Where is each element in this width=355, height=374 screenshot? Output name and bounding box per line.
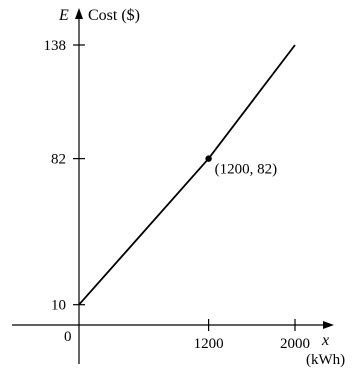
x-axis-variable: x [321,332,329,349]
data-point [205,155,212,162]
series-group: (1200, 82) [78,44,296,306]
origin-label: 0 [64,329,72,345]
x-axis-arrow [323,321,334,329]
x-axis-unit: (kWh) [306,352,345,368]
x-tick-label: 2000 [280,336,310,352]
y-axis-arrow [75,8,83,19]
point-label: (1200, 82) [215,162,278,178]
y-tick-label: 138 [44,38,67,54]
tick-group: 10 82 138 1200 2000 [44,38,311,352]
y-axis-variable: E [58,7,69,24]
y-tick-label: 82 [51,152,66,168]
x-tick-label: 1200 [194,336,224,352]
y-axis-label: Cost ($) [88,7,140,24]
y-tick-label: 10 [51,298,66,314]
